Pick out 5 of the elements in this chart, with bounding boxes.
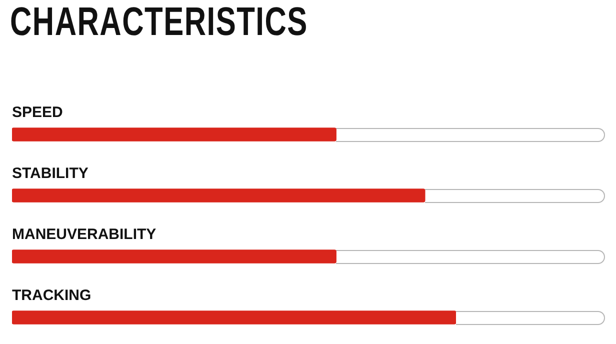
y-tick-label: STABILITY: [12, 164, 88, 182]
y-tick-label: MANEUVERABILITY: [12, 226, 156, 242]
y-tick-label: SPEED: [12, 104, 63, 120]
y-tick-label: TRACKING: [12, 286, 92, 304]
chart-title: CHARACTERISTICS: [10, 0, 308, 45]
